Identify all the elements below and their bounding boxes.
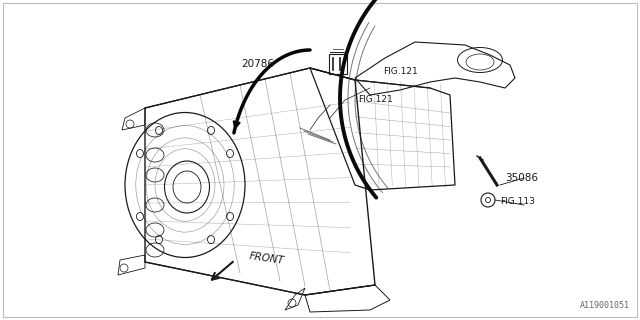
Text: 20786: 20786 — [241, 59, 274, 69]
Text: FIG.121: FIG.121 — [358, 95, 393, 105]
Text: FIG.113: FIG.113 — [500, 197, 535, 206]
Text: FRONT: FRONT — [248, 251, 285, 265]
Text: FIG.121: FIG.121 — [383, 68, 418, 76]
Text: 35086: 35086 — [505, 173, 538, 183]
Text: A119001051: A119001051 — [580, 301, 630, 310]
